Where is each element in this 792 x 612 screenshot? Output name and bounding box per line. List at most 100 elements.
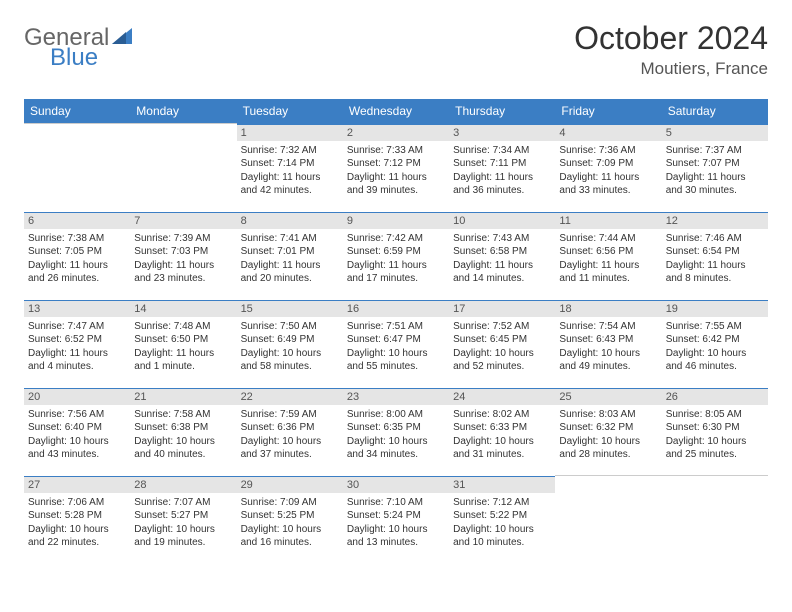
calendar-cell: 27Sunrise: 7:06 AMSunset: 5:28 PMDayligh… <box>24 476 130 564</box>
logo-word2: Blue <box>50 44 98 71</box>
weekday-sunday: Sunday <box>24 99 130 124</box>
day-number: 26 <box>662 388 768 405</box>
calendar-row: 1Sunrise: 7:32 AMSunset: 7:14 PMDaylight… <box>24 124 768 212</box>
day-details: Sunrise: 8:03 AMSunset: 6:32 PMDaylight:… <box>555 405 661 465</box>
day-number: 15 <box>237 300 343 317</box>
calendar-cell: 19Sunrise: 7:55 AMSunset: 6:42 PMDayligh… <box>662 300 768 388</box>
day-details: Sunrise: 7:12 AMSunset: 5:22 PMDaylight:… <box>449 493 555 553</box>
day-number: 17 <box>449 300 555 317</box>
calendar-row: 20Sunrise: 7:56 AMSunset: 6:40 PMDayligh… <box>24 388 768 476</box>
day-number: 11 <box>555 212 661 229</box>
day-number: 7 <box>130 212 236 229</box>
calendar-cell: 2Sunrise: 7:33 AMSunset: 7:12 PMDaylight… <box>343 124 449 212</box>
day-number: 3 <box>449 124 555 141</box>
day-details: Sunrise: 7:42 AMSunset: 6:59 PMDaylight:… <box>343 229 449 289</box>
day-details: Sunrise: 8:02 AMSunset: 6:33 PMDaylight:… <box>449 405 555 465</box>
calendar-table: Sunday Monday Tuesday Wednesday Thursday… <box>24 99 768 564</box>
weekday-tuesday: Tuesday <box>237 99 343 124</box>
calendar-cell: 22Sunrise: 7:59 AMSunset: 6:36 PMDayligh… <box>237 388 343 476</box>
day-number: 18 <box>555 300 661 317</box>
day-details: Sunrise: 7:54 AMSunset: 6:43 PMDaylight:… <box>555 317 661 377</box>
day-number: 27 <box>24 476 130 493</box>
day-details: Sunrise: 7:32 AMSunset: 7:14 PMDaylight:… <box>237 141 343 201</box>
day-details: Sunrise: 7:51 AMSunset: 6:47 PMDaylight:… <box>343 317 449 377</box>
calendar-cell <box>130 124 236 212</box>
day-number: 19 <box>662 300 768 317</box>
calendar-cell: 3Sunrise: 7:34 AMSunset: 7:11 PMDaylight… <box>449 124 555 212</box>
day-number: 8 <box>237 212 343 229</box>
calendar-cell: 24Sunrise: 8:02 AMSunset: 6:33 PMDayligh… <box>449 388 555 476</box>
day-number: 24 <box>449 388 555 405</box>
day-number: 31 <box>449 476 555 493</box>
calendar-cell: 8Sunrise: 7:41 AMSunset: 7:01 PMDaylight… <box>237 212 343 300</box>
calendar-cell: 10Sunrise: 7:43 AMSunset: 6:58 PMDayligh… <box>449 212 555 300</box>
day-details: Sunrise: 7:41 AMSunset: 7:01 PMDaylight:… <box>237 229 343 289</box>
day-number: 21 <box>130 388 236 405</box>
calendar-cell: 26Sunrise: 8:05 AMSunset: 6:30 PMDayligh… <box>662 388 768 476</box>
calendar-cell: 4Sunrise: 7:36 AMSunset: 7:09 PMDaylight… <box>555 124 661 212</box>
day-details: Sunrise: 7:48 AMSunset: 6:50 PMDaylight:… <box>130 317 236 377</box>
calendar-cell <box>555 476 661 564</box>
calendar-cell: 20Sunrise: 7:56 AMSunset: 6:40 PMDayligh… <box>24 388 130 476</box>
day-number: 10 <box>449 212 555 229</box>
day-details: Sunrise: 7:39 AMSunset: 7:03 PMDaylight:… <box>130 229 236 289</box>
day-number: 4 <box>555 124 661 141</box>
calendar-cell: 14Sunrise: 7:48 AMSunset: 6:50 PMDayligh… <box>130 300 236 388</box>
day-details: Sunrise: 7:43 AMSunset: 6:58 PMDaylight:… <box>449 229 555 289</box>
day-details: Sunrise: 8:00 AMSunset: 6:35 PMDaylight:… <box>343 405 449 465</box>
calendar-cell: 7Sunrise: 7:39 AMSunset: 7:03 PMDaylight… <box>130 212 236 300</box>
weekday-saturday: Saturday <box>662 99 768 124</box>
day-number: 20 <box>24 388 130 405</box>
weekday-thursday: Thursday <box>449 99 555 124</box>
day-number: 6 <box>24 212 130 229</box>
calendar-cell <box>24 124 130 212</box>
day-number: 2 <box>343 124 449 141</box>
calendar-cell: 21Sunrise: 7:58 AMSunset: 6:38 PMDayligh… <box>130 388 236 476</box>
day-details: Sunrise: 8:05 AMSunset: 6:30 PMDaylight:… <box>662 405 768 465</box>
calendar-cell: 17Sunrise: 7:52 AMSunset: 6:45 PMDayligh… <box>449 300 555 388</box>
weekday-monday: Monday <box>130 99 236 124</box>
weekday-friday: Friday <box>555 99 661 124</box>
day-details: Sunrise: 7:52 AMSunset: 6:45 PMDaylight:… <box>449 317 555 377</box>
day-details: Sunrise: 7:07 AMSunset: 5:27 PMDaylight:… <box>130 493 236 553</box>
day-details: Sunrise: 7:36 AMSunset: 7:09 PMDaylight:… <box>555 141 661 201</box>
day-details: Sunrise: 7:58 AMSunset: 6:38 PMDaylight:… <box>130 405 236 465</box>
calendar-cell: 11Sunrise: 7:44 AMSunset: 6:56 PMDayligh… <box>555 212 661 300</box>
day-number: 14 <box>130 300 236 317</box>
day-details: Sunrise: 7:33 AMSunset: 7:12 PMDaylight:… <box>343 141 449 201</box>
day-details: Sunrise: 7:46 AMSunset: 6:54 PMDaylight:… <box>662 229 768 289</box>
day-number: 12 <box>662 212 768 229</box>
calendar-cell: 1Sunrise: 7:32 AMSunset: 7:14 PMDaylight… <box>237 124 343 212</box>
day-number: 28 <box>130 476 236 493</box>
calendar-cell: 9Sunrise: 7:42 AMSunset: 6:59 PMDaylight… <box>343 212 449 300</box>
day-number: 22 <box>237 388 343 405</box>
day-number: 29 <box>237 476 343 493</box>
calendar-row: 27Sunrise: 7:06 AMSunset: 5:28 PMDayligh… <box>24 476 768 564</box>
day-details: Sunrise: 7:55 AMSunset: 6:42 PMDaylight:… <box>662 317 768 377</box>
logo-triangle-icon <box>112 28 132 49</box>
day-details: Sunrise: 7:06 AMSunset: 5:28 PMDaylight:… <box>24 493 130 553</box>
calendar-cell: 29Sunrise: 7:09 AMSunset: 5:25 PMDayligh… <box>237 476 343 564</box>
day-number: 16 <box>343 300 449 317</box>
day-details: Sunrise: 7:34 AMSunset: 7:11 PMDaylight:… <box>449 141 555 201</box>
calendar-cell: 23Sunrise: 8:00 AMSunset: 6:35 PMDayligh… <box>343 388 449 476</box>
page-title: October 2024 <box>574 20 768 57</box>
day-number: 30 <box>343 476 449 493</box>
day-details: Sunrise: 7:56 AMSunset: 6:40 PMDaylight:… <box>24 405 130 465</box>
calendar-cell <box>662 476 768 564</box>
calendar-cell: 15Sunrise: 7:50 AMSunset: 6:49 PMDayligh… <box>237 300 343 388</box>
day-number: 9 <box>343 212 449 229</box>
calendar-cell: 28Sunrise: 7:07 AMSunset: 5:27 PMDayligh… <box>130 476 236 564</box>
location-label: Moutiers, France <box>574 59 768 79</box>
calendar-cell: 31Sunrise: 7:12 AMSunset: 5:22 PMDayligh… <box>449 476 555 564</box>
calendar-cell: 13Sunrise: 7:47 AMSunset: 6:52 PMDayligh… <box>24 300 130 388</box>
day-details: Sunrise: 7:37 AMSunset: 7:07 PMDaylight:… <box>662 141 768 201</box>
day-details: Sunrise: 7:10 AMSunset: 5:24 PMDaylight:… <box>343 493 449 553</box>
calendar-cell: 25Sunrise: 8:03 AMSunset: 6:32 PMDayligh… <box>555 388 661 476</box>
calendar-row: 6Sunrise: 7:38 AMSunset: 7:05 PMDaylight… <box>24 212 768 300</box>
calendar-cell: 16Sunrise: 7:51 AMSunset: 6:47 PMDayligh… <box>343 300 449 388</box>
day-number: 25 <box>555 388 661 405</box>
day-number: 13 <box>24 300 130 317</box>
calendar-cell: 6Sunrise: 7:38 AMSunset: 7:05 PMDaylight… <box>24 212 130 300</box>
day-details: Sunrise: 7:59 AMSunset: 6:36 PMDaylight:… <box>237 405 343 465</box>
